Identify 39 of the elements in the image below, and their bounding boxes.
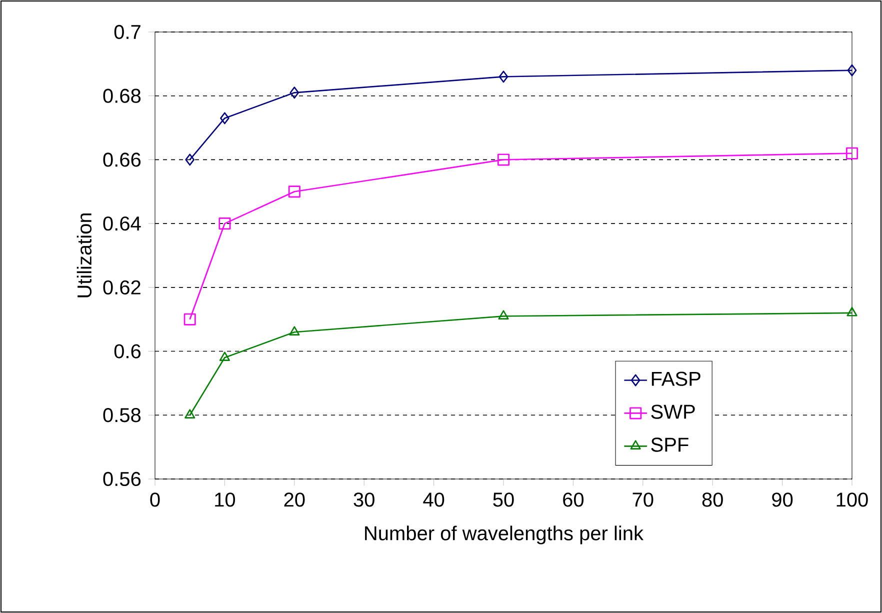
- x-tick-label: 70: [632, 492, 654, 507]
- x-tick-label: 20: [284, 492, 305, 507]
- x-tick-label: 30: [354, 492, 374, 507]
- legend-label: SPF: [651, 438, 688, 452]
- point: [498, 310, 509, 320]
- x-tick-label: 80: [702, 492, 723, 507]
- point: [184, 313, 196, 326]
- point: [846, 306, 858, 316]
- point: [847, 64, 857, 76]
- y-tick-label: 0.66: [103, 152, 141, 167]
- y-tick-label: 0.64: [103, 216, 141, 231]
- point: [185, 154, 195, 166]
- point: [497, 154, 510, 166]
- x-tick-label: 10: [215, 492, 236, 507]
- x-tick-label: 90: [772, 492, 793, 507]
- y-axis-title: Utilization: [76, 213, 92, 298]
- x-tick-label: 100: [836, 492, 868, 507]
- y-tick-label: 0.7: [114, 24, 140, 40]
- point: [219, 352, 230, 361]
- x-tick-label: 50: [493, 492, 514, 507]
- y-tick-label: 0.6: [114, 344, 141, 358]
- x-axis-title: Number of wavelengths per link: [365, 526, 644, 544]
- x-tick-label: 40: [423, 492, 444, 507]
- y-tick-label: 0.68: [103, 88, 141, 103]
- legend-label: SWP: [651, 404, 695, 419]
- point: [498, 70, 508, 83]
- x-tick-label: 60: [563, 492, 584, 507]
- point: [289, 326, 300, 336]
- point: [290, 86, 300, 99]
- y-tick-label: 0.56: [103, 472, 141, 486]
- point: [184, 409, 196, 418]
- point: [218, 218, 231, 230]
- legend-label: FASP: [652, 372, 700, 386]
- y-tick-label: 0.62: [103, 280, 140, 294]
- point: [288, 186, 300, 198]
- y-tick-label: 0.58: [103, 408, 141, 422]
- point: [846, 147, 858, 160]
- point: [220, 112, 230, 124]
- x-tick-label: 0: [150, 492, 160, 507]
